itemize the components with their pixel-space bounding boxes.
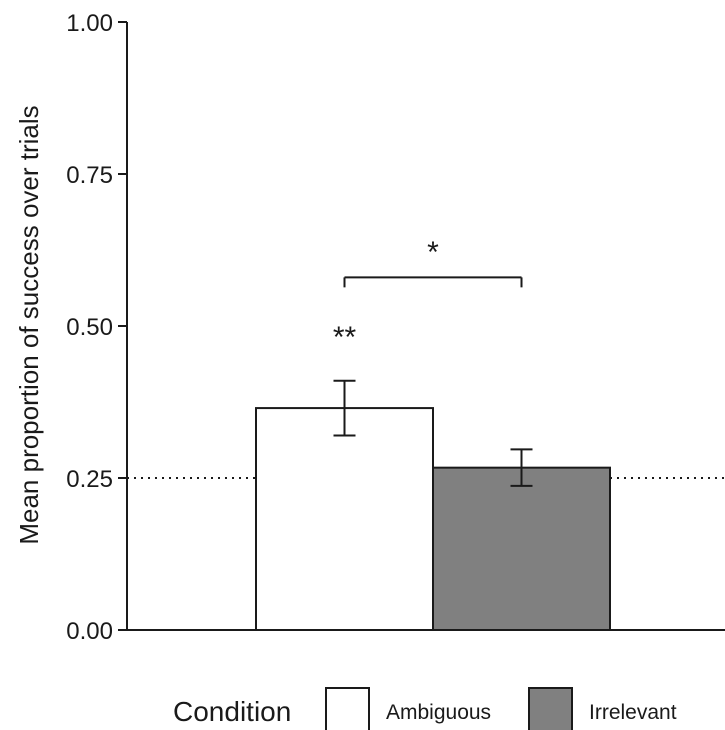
significance-annotations: *** — [333, 236, 523, 354]
y-tick-label: 0.25 — [66, 466, 113, 493]
bar-ambiguous — [255, 407, 434, 631]
legend-entries: Ambiguous Irrelevant — [325, 687, 677, 730]
error-bar-irrelevant — [510, 448, 533, 487]
y-axis-ticks: 0.00 0.25 0.50 0.75 1.00 — [66, 10, 127, 645]
significance-marker-single-star: * — [427, 236, 439, 269]
y-axis-title: Mean proportion of success over trials — [14, 105, 44, 544]
error-bars — [333, 379, 533, 487]
legend-label-ambiguous: Ambiguous — [386, 701, 491, 724]
error-bar-ambiguous — [333, 379, 356, 437]
y-tick-label: 0.75 — [66, 162, 113, 189]
bars — [255, 407, 611, 631]
y-tick-label: 0.50 — [66, 314, 113, 341]
legend-entry-ambiguous: Ambiguous — [325, 687, 491, 730]
legend-entry-irrelevant: Irrelevant — [528, 687, 677, 730]
legend-title: Condition — [173, 696, 291, 727]
significance-marker-double-star: ** — [333, 321, 357, 354]
comparison-bracket — [343, 276, 523, 288]
legend-key-irrelevant — [528, 687, 573, 730]
bar-irrelevant — [432, 466, 611, 631]
legend-label-irrelevant: Irrelevant — [589, 701, 677, 724]
legend-key-ambiguous — [325, 687, 370, 730]
y-tick-label: 0.00 — [66, 618, 113, 645]
y-tick-label: 1.00 — [66, 10, 113, 37]
legend: Condition Ambiguous Irrelevant — [173, 687, 677, 730]
